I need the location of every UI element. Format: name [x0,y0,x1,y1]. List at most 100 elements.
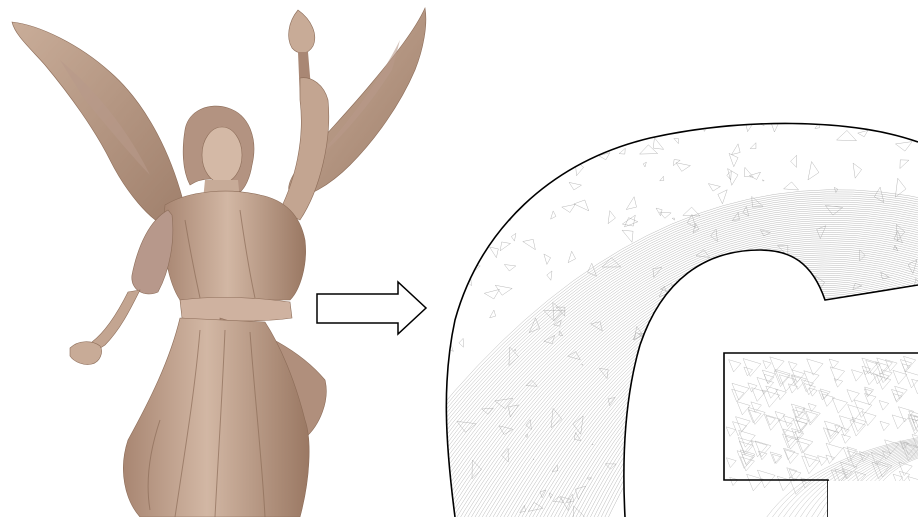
mesh-triangle [808,387,818,397]
mesh-triangle [659,463,664,467]
mesh-triangle [712,293,734,306]
right-arrow [316,280,428,336]
mesh-triangle [692,222,700,234]
mesh-triangle [649,374,660,395]
mesh-triangle [790,375,801,386]
angel-statue-render [11,6,427,517]
mesh-triangle [762,360,772,370]
mesh-arc [446,212,918,517]
mesh-triangle [494,284,513,296]
mesh-triangle [652,267,663,278]
mesh-triangle [491,183,502,199]
mesh-triangle [514,348,516,352]
mesh-arc [772,438,918,517]
mesh-triangle [725,426,736,437]
mesh-triangle [759,229,771,237]
mesh-triangle [543,253,551,265]
mesh-triangle [528,317,540,333]
mesh-triangle [731,382,750,401]
mesh-triangle [814,123,820,129]
mesh-triangle [668,335,678,351]
mesh-triangle [859,249,866,262]
mesh-triangle [849,420,866,437]
mesh-triangle [899,359,913,372]
g-outline [445,122,918,517]
mesh-triangle [494,398,514,409]
mesh-arc [817,448,918,517]
mesh-triangle [561,204,576,213]
mesh-triangle [543,334,555,344]
mesh-triangle [525,419,532,430]
mesh-triangle [825,443,844,461]
mesh-triangle [790,403,806,419]
mesh-triangle [795,406,805,417]
mesh-arc [777,439,918,517]
mesh-triangle [884,439,900,455]
mesh-triangle [904,370,918,389]
mesh-triangle [751,196,764,208]
left-sleeve [131,209,174,295]
mesh-triangle [625,196,637,210]
mesh-triangle [551,464,559,472]
mesh-triangle [710,228,718,242]
mesh-triangle [788,383,798,394]
mesh-triangle [692,454,702,461]
mesh-triangle [747,409,762,424]
mesh-triangle [675,162,691,172]
mesh-triangle [861,411,877,426]
mesh-triangle [634,325,643,341]
mesh-triangle [665,123,681,130]
mesh-triangle [555,306,566,317]
mesh-triangle [498,425,514,435]
mesh-triangle [525,433,528,439]
mesh-triangle [731,211,740,222]
mesh-triangle [673,159,681,166]
mesh-triangle [764,414,781,431]
mesh-triangle [568,182,582,191]
mesh-triangle [468,182,481,192]
mesh-triangle [907,414,918,431]
mesh-arc [766,437,918,517]
mesh-triangle [751,387,766,402]
mesh-triangle [891,414,907,430]
mesh-triangle [873,373,884,385]
mesh-triangle [511,233,517,242]
mesh-triangle [735,267,753,277]
mesh-triangle [769,451,782,464]
mesh-triangle [803,407,821,426]
mesh-triangle [783,181,799,191]
mesh-arc [789,442,918,517]
mesh-triangle [896,224,906,241]
mesh-triangle [890,115,894,123]
mesh-triangle [734,289,745,299]
mesh-triangle [456,421,477,433]
mesh-arc [446,214,918,517]
mesh-triangle [559,496,572,511]
mesh-triangle [729,272,737,283]
mesh-triangle [642,123,651,130]
mesh-triangle [742,206,750,217]
mesh-triangle [858,336,869,355]
mesh-triangle [913,278,918,291]
mesh-triangle [768,331,785,341]
mesh-triangle [703,317,714,324]
mesh-triangle [777,245,789,257]
mesh-triangle [503,264,517,272]
mesh-triangle [853,399,873,418]
mesh-triangle [769,356,785,372]
mesh-triangle [895,177,907,198]
mesh-triangle [773,370,791,387]
mesh-triangle [826,428,837,440]
mesh-triangle [642,161,647,168]
mesh-triangle [543,310,566,322]
mesh-triangle [824,420,841,437]
mesh-triangle [836,130,857,141]
mesh-triangle [791,374,807,390]
mesh-triangle [852,283,863,290]
mesh-triangle [663,372,672,380]
mesh-triangle [690,441,708,450]
mesh-triangle [552,302,563,321]
mesh-triangle [822,427,840,444]
mesh-arc [446,189,918,517]
mesh-triangle [726,170,732,181]
